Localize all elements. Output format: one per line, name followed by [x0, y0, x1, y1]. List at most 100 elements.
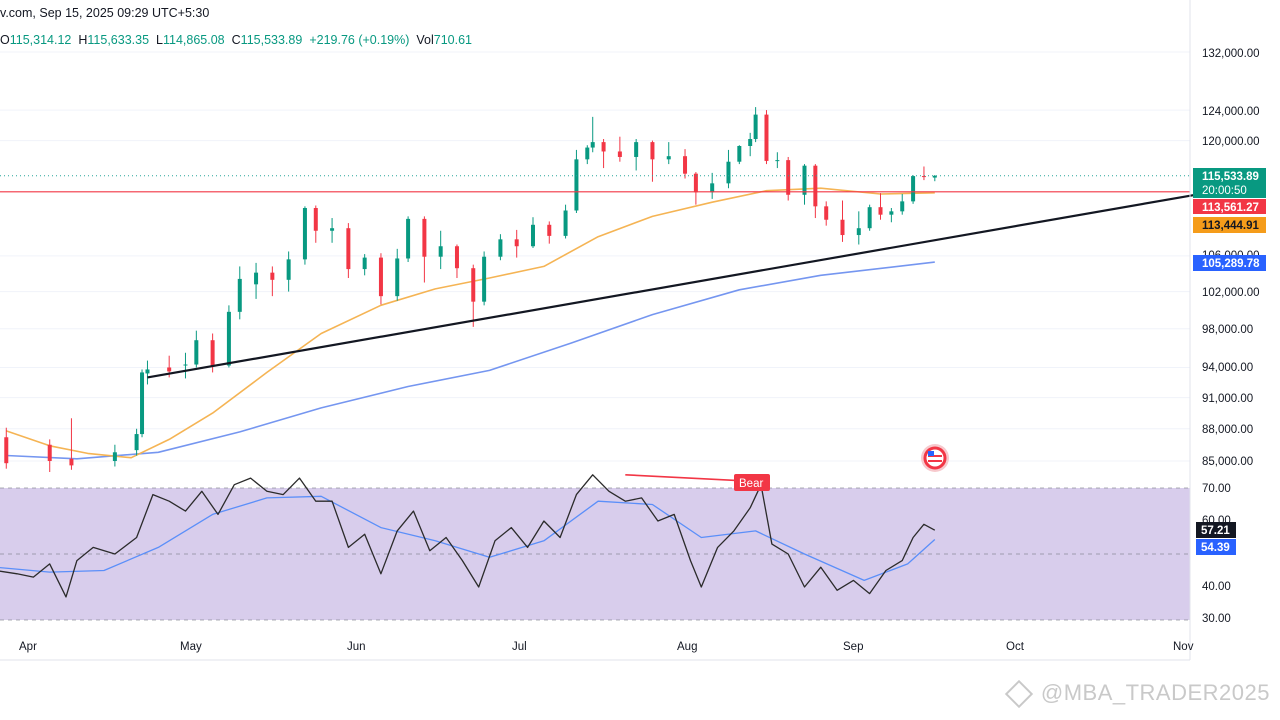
binance-logo-icon	[1004, 680, 1034, 709]
price-grid	[0, 51, 1190, 462]
candle-body	[786, 160, 791, 195]
candle-body	[693, 173, 698, 193]
candle-body	[378, 257, 383, 297]
bear-label-box	[734, 474, 770, 491]
candle-body	[775, 160, 780, 162]
candle-body	[145, 369, 150, 374]
low-label: L	[156, 33, 163, 47]
candle-body	[889, 211, 894, 215]
candle-body	[726, 161, 731, 184]
candle-body	[634, 142, 639, 157]
candle-body	[167, 367, 172, 372]
rsi-ma-value: 54.39	[1201, 542, 1230, 554]
price-tick: 91,000.00	[1202, 393, 1253, 405]
rsi-line	[0, 474, 936, 598]
rsi-tick: 40.00	[1202, 581, 1231, 593]
candle-body	[286, 259, 291, 280]
bear-label: Bear	[739, 478, 763, 490]
volume-value: 710.61	[433, 33, 473, 47]
candle-body	[302, 207, 307, 260]
candle-body	[921, 176, 926, 178]
bear-label-group: Bear	[734, 474, 770, 491]
price-tick: 94,000.00	[1202, 362, 1253, 374]
candle-body	[112, 452, 117, 461]
candle-body	[330, 228, 335, 231]
ema50-value: 113,444.91	[1202, 220, 1260, 232]
candle-body	[813, 165, 818, 207]
candle-body	[530, 224, 535, 247]
rsi-value: 57.21	[1201, 525, 1230, 537]
rsi-value-tag	[1196, 522, 1236, 538]
candle-body	[900, 201, 905, 212]
time-tick: Jun	[347, 641, 366, 653]
candle-body	[563, 210, 568, 236]
time-tick: Nov	[1173, 641, 1194, 653]
candle-body	[422, 218, 427, 257]
price-tick: 88,000.00	[1202, 424, 1253, 436]
bear-divergence-line	[625, 474, 756, 483]
candle-body	[748, 139, 753, 147]
open-label: O	[0, 33, 10, 47]
candle-body	[498, 239, 503, 257]
us-flag-icon[interactable]	[921, 444, 949, 472]
candle-body	[856, 228, 861, 236]
time-tick: Apr	[19, 641, 37, 653]
horizontal-level-value: 113,561.27	[1202, 202, 1259, 214]
ema200-value: 105,289.78	[1202, 258, 1260, 270]
countdown-value: 20:00:50	[1202, 185, 1247, 197]
ema200-tag	[1193, 255, 1266, 271]
volume-label: Vol	[416, 33, 434, 47]
change-value: +219.76 (+0.19%)	[309, 33, 410, 47]
last-price-value: 115,533.89	[1202, 171, 1259, 183]
ema50-tag	[1193, 217, 1266, 233]
high-label: H	[78, 33, 88, 47]
candle-body	[183, 364, 188, 366]
watermark: @MBA_TRADER2025	[1004, 680, 1270, 709]
price-tick: 85,000.00	[1202, 456, 1253, 468]
candle-body	[590, 142, 595, 148]
chart-header: v.com, Sep 15, 2025 09:29 UTC+5:30 O 115,…	[0, 0, 1190, 56]
price-tick: 124,000.00	[1202, 106, 1260, 118]
candle-body	[514, 239, 519, 247]
high-value: 115,633.35	[87, 33, 150, 47]
horizontal-level-tag	[1193, 199, 1266, 214]
close-value: 115,533.89	[240, 33, 303, 47]
candle-body	[4, 437, 9, 464]
ema200-line	[6, 261, 935, 460]
time-axis[interactable]: Apr May Jun Jul Aug Sep Oct Nov	[19, 641, 1194, 653]
rsi-ma-tag	[1196, 539, 1236, 555]
candle-body	[140, 372, 145, 435]
candle-body	[547, 224, 552, 236]
price-tick: 98,000.00	[1202, 324, 1253, 336]
last-price-tag	[1193, 168, 1266, 198]
candle-body	[737, 146, 742, 162]
candle-body	[270, 272, 275, 280]
candle-body	[683, 156, 688, 174]
candle-body	[666, 156, 671, 160]
rsi-series	[0, 474, 936, 598]
candle-body	[226, 311, 231, 366]
candle-body	[134, 434, 139, 451]
candle-body	[194, 340, 199, 365]
ohlc-legend: O115,314.12 H115,633.35 L114,865.08 C115,53…	[0, 33, 472, 47]
price-tick: 120,000.00	[1202, 136, 1260, 148]
price-series	[6, 187, 935, 460]
time-tick: May	[180, 641, 202, 653]
candle-body	[617, 151, 622, 157]
price-axis[interactable]: 132,000.00 124,000.00 120,000.00 106,000…	[1193, 48, 1266, 625]
price-tick: 102,000.00	[1202, 287, 1260, 299]
ema50-line	[6, 187, 935, 459]
watermark-text: @MBA_TRADER2025	[1040, 680, 1270, 705]
trendline	[147, 193, 1196, 379]
rsi-panel	[0, 487, 1190, 621]
candle-body	[650, 142, 655, 160]
candle-body	[454, 246, 459, 269]
chart-title: v.com, Sep 15, 2025 09:29 UTC+5:30	[0, 6, 210, 20]
candle-body	[764, 114, 769, 161]
candle-body	[911, 176, 916, 202]
candle-body	[254, 272, 259, 285]
overlays	[0, 175, 1196, 379]
candle-body	[237, 278, 242, 312]
candle-body	[406, 218, 411, 259]
